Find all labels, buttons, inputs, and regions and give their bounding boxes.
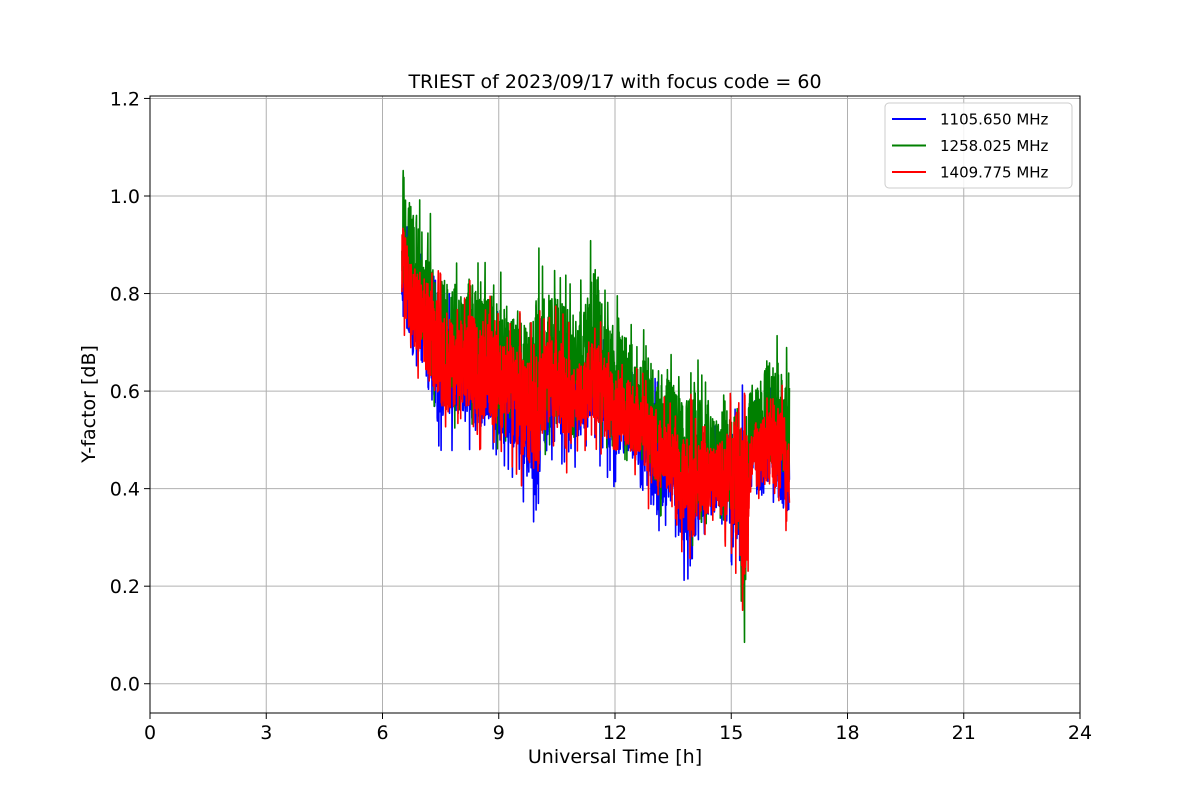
series-layer xyxy=(401,169,791,644)
y-tick-label: 0.8 xyxy=(110,284,140,306)
x-tick-label: 9 xyxy=(493,722,505,744)
x-tick-label: 15 xyxy=(719,722,743,744)
x-tick-label: 24 xyxy=(1068,722,1092,744)
series-line xyxy=(401,169,791,644)
x-tick-label: 21 xyxy=(952,722,976,744)
y-tick-label: 0.4 xyxy=(110,479,140,501)
series-line xyxy=(401,227,791,611)
x-tick-label: 3 xyxy=(260,722,272,744)
legend-entry: 1105.650 MHz xyxy=(940,111,1049,129)
chart-title: TRIEST of 2023/09/17 with focus code = 6… xyxy=(407,71,821,93)
y-tick-label: 0.0 xyxy=(110,674,140,696)
y-axis-label: Y-factor [dB] xyxy=(78,345,100,464)
y-tick-label: 1.2 xyxy=(110,88,140,110)
y-tick-label: 0.6 xyxy=(110,381,140,403)
y-tick-label: 1.0 xyxy=(110,186,140,208)
x-tick-label: 12 xyxy=(603,722,627,744)
x-axis-label: Universal Time [h] xyxy=(528,746,702,768)
legend: 1105.650 MHz 1258.025 MHz 1409.775 MHz xyxy=(884,102,1073,189)
x-tick-label: 0 xyxy=(144,722,156,744)
ticks: 0 3 6 9 12 15 18 21 24 0.0 0.2 0.4 0.6 0.8 1.0 1.2 xyxy=(110,88,1092,744)
legend-box xyxy=(884,102,1073,189)
y-tick-label: 0.2 xyxy=(110,576,140,598)
x-tick-label: 18 xyxy=(835,722,859,744)
legend-entry: 1409.775 MHz xyxy=(940,164,1049,182)
legend-entry: 1258.025 MHz xyxy=(940,137,1049,155)
x-tick-label: 6 xyxy=(376,722,388,744)
